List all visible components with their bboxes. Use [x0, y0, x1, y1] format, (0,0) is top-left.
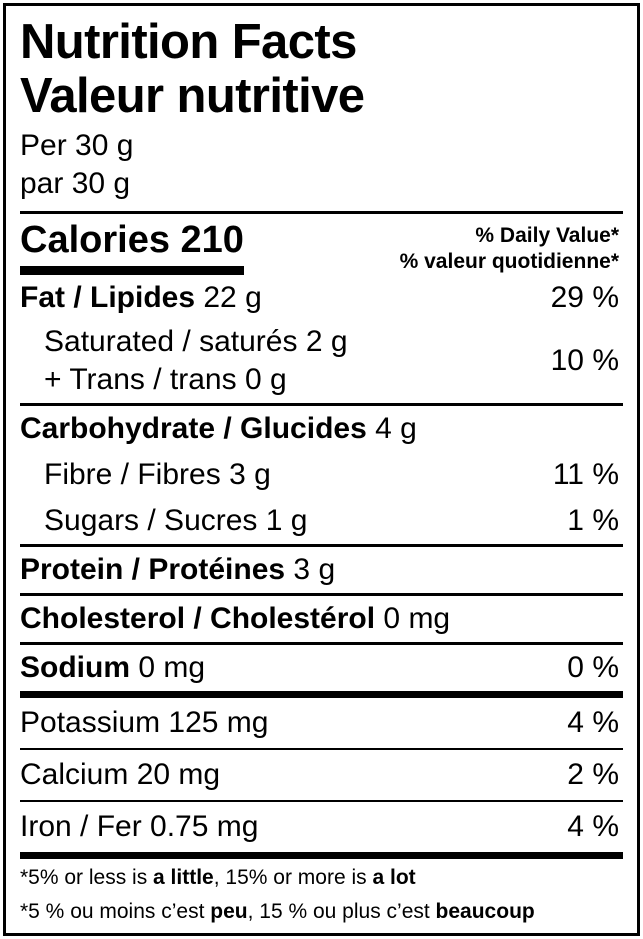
group-saturated-trans: Saturated / saturés 2 g + Trans / trans …: [20, 321, 623, 403]
row-potassium-name: Potassium 125 mg: [20, 706, 269, 739]
row-trans-label: + Trans / trans: [44, 363, 237, 396]
row-cholesterol-label: Cholesterol / Cholestérol: [20, 602, 376, 635]
row-iron: Iron / Fer 0.75 mg 4 %: [20, 802, 623, 852]
rule-thick-below-sodium: [20, 691, 623, 698]
footnote-english: *5% or less is a little, 15% or more is …: [20, 859, 623, 893]
label-title-french: Valeur nutritive: [20, 69, 365, 123]
row-sugars-amount: 1 g: [265, 504, 308, 537]
calories-label: Calories: [20, 219, 170, 261]
row-sodium-label: Sodium: [20, 651, 130, 684]
row-trans: + Trans / trans 0 g: [20, 361, 541, 399]
row-protein-name: Protein / Protéines 3 g: [20, 552, 609, 588]
row-sodium-name: Sodium 0 mg: [20, 650, 557, 686]
row-trans-amount: 0 g: [244, 363, 287, 396]
row-fat-amount: 22 g: [203, 281, 262, 314]
footnote-en-bold1: a little: [153, 866, 214, 889]
row-fat-label: Fat / Lipides: [20, 281, 196, 314]
row-cholesterol-name: Cholesterol / Cholestérol 0 mg: [20, 601, 609, 637]
rule-below-serving: [20, 211, 623, 214]
row-saturated-amount: 2 g: [305, 325, 348, 358]
row-fibre-label: Fibre / Fibres: [44, 458, 221, 491]
footnote-en-bold2: a lot: [372, 866, 416, 889]
nutrition-facts-panel: Nutrition Facts Valeur nutritive Per 30 …: [3, 3, 640, 936]
footnote-en-part2: , 15% or more is: [213, 866, 373, 889]
calories-line: Calories 210: [20, 218, 244, 263]
calories-underline-bar: [20, 266, 244, 275]
row-saturated-label: Saturated / saturés: [44, 325, 298, 358]
calories-band: Calories 210 % Daily Value* % valeur quo…: [20, 214, 623, 275]
row-carbohydrate-amount: 4 g: [375, 412, 417, 445]
daily-value-english: % Daily Value*: [475, 224, 619, 247]
serving-size-english: Per 30 g: [20, 129, 134, 162]
row-sodium-percent: 0 %: [567, 651, 619, 684]
calories-group: Calories 210: [20, 218, 244, 275]
row-fibre: Fibre / Fibres 3 g 11 %: [20, 452, 623, 498]
row-calcium-name: Calcium 20 mg: [20, 758, 221, 791]
footnote-fr-part1: *5 % ou moins c’est: [20, 900, 211, 923]
row-sugars: Sugars / Sucres 1 g 1 %: [20, 498, 623, 544]
row-fat-percent: 29 %: [550, 281, 619, 314]
row-cholesterol-amount: 0 mg: [383, 602, 451, 635]
footnote-en-part1: *5% or less is: [20, 866, 154, 889]
row-carbohydrate: Carbohydrate / Glucides 4 g: [20, 406, 623, 452]
row-sodium: Sodium 0 mg 0 %: [20, 645, 623, 691]
row-iron-name: Iron / Fer 0.75 mg: [20, 810, 259, 843]
rule-thick-above-footnote: [20, 852, 623, 859]
row-protein-amount: 3 g: [293, 553, 336, 586]
row-fibre-amount: 3 g: [229, 458, 271, 491]
rule-below-calcium: [20, 800, 623, 802]
row-sodium-amount: 0 mg: [138, 651, 206, 684]
row-sugars-name: Sugars / Sucres 1 g: [20, 503, 557, 539]
rule-below-potassium: [20, 748, 623, 750]
rule-below-carbohydrate: [20, 544, 623, 547]
row-potassium-percent: 4 %: [567, 706, 619, 739]
row-fibre-name: Fibre / Fibres 3 g: [20, 457, 543, 493]
daily-value-header: % Daily Value* % valeur quotidienne*: [400, 218, 623, 275]
rule-below-fat: [20, 403, 623, 406]
row-protein-label: Protein / Protéines: [20, 553, 286, 586]
calories-value: 210: [180, 219, 244, 261]
row-saturated: Saturated / saturés 2 g: [20, 323, 541, 361]
label-title-english: Nutrition Facts: [20, 15, 357, 69]
row-calcium: Calcium 20 mg 2 %: [20, 750, 623, 800]
footnote-fr-bold2: beaucoup: [435, 900, 535, 923]
saturated-trans-lines: Saturated / saturés 2 g + Trans / trans …: [20, 323, 541, 399]
row-sugars-percent: 1 %: [567, 504, 619, 537]
daily-value-french: % valeur quotidienne*: [399, 250, 619, 273]
rule-below-cholesterol: [20, 642, 623, 645]
row-cholesterol: Cholesterol / Cholestérol 0 mg: [20, 596, 623, 642]
row-protein: Protein / Protéines 3 g: [20, 547, 623, 593]
serving-size-french: par 30 g: [20, 167, 131, 200]
row-carbohydrate-name: Carbohydrate / Glucides 4 g: [20, 411, 609, 447]
row-potassium: Potassium 125 mg 4 %: [20, 698, 623, 748]
row-sugars-label: Sugars / Sucres: [44, 504, 258, 537]
footnote-fr-bold1: peu: [210, 900, 248, 923]
row-fat-name: Fat / Lipides 22 g: [20, 280, 541, 316]
footnote-fr-part2: , 15 % ou plus c’est: [247, 900, 436, 923]
row-iron-percent: 4 %: [567, 810, 619, 843]
rule-below-protein: [20, 593, 623, 596]
row-fat: Fat / Lipides 22 g 29 %: [20, 275, 623, 321]
row-calcium-percent: 2 %: [567, 758, 619, 791]
row-fibre-percent: 11 %: [552, 458, 619, 491]
row-saturated-trans-percent: 10 %: [550, 344, 619, 377]
footnote-french: *5 % ou moins c’est peu, 15 % ou plus c’…: [20, 893, 623, 927]
row-carbohydrate-label: Carbohydrate / Glucides: [20, 412, 367, 445]
